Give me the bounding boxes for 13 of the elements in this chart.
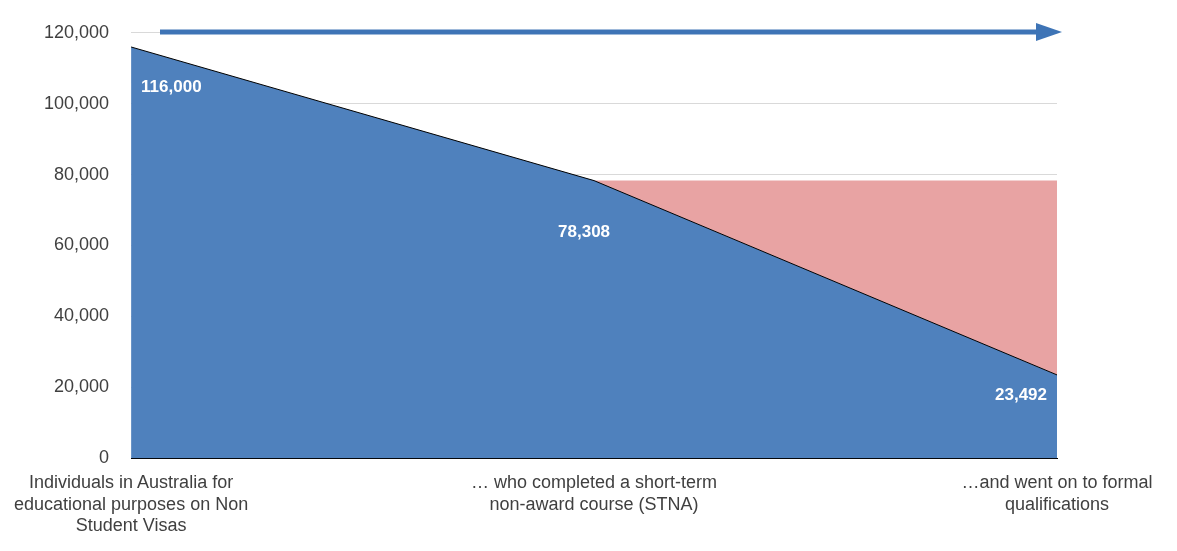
y-tick-label: 20,000 xyxy=(54,376,110,397)
y-tick-label: 120,000 xyxy=(44,21,110,42)
data-label: 23,492 xyxy=(995,384,1047,404)
y-tick-label: 80,000 xyxy=(54,163,110,184)
y-tick-label: 40,000 xyxy=(54,305,110,326)
y-tick-label: 60,000 xyxy=(54,234,110,255)
x-tick-label: …and went on to formal qualifications xyxy=(961,471,1153,514)
x-tick-label: … who completed a short-term non-award course (STNA) xyxy=(470,471,718,514)
data-label: 78,308 xyxy=(558,222,611,242)
y-tick-label: 100,000 xyxy=(44,92,110,113)
x-tick-label: Individuals in Australia for educational purposes on Non Student Visas xyxy=(14,471,249,536)
y-tick-label: 0 xyxy=(99,447,110,468)
data-label: 116,000 xyxy=(141,76,202,96)
